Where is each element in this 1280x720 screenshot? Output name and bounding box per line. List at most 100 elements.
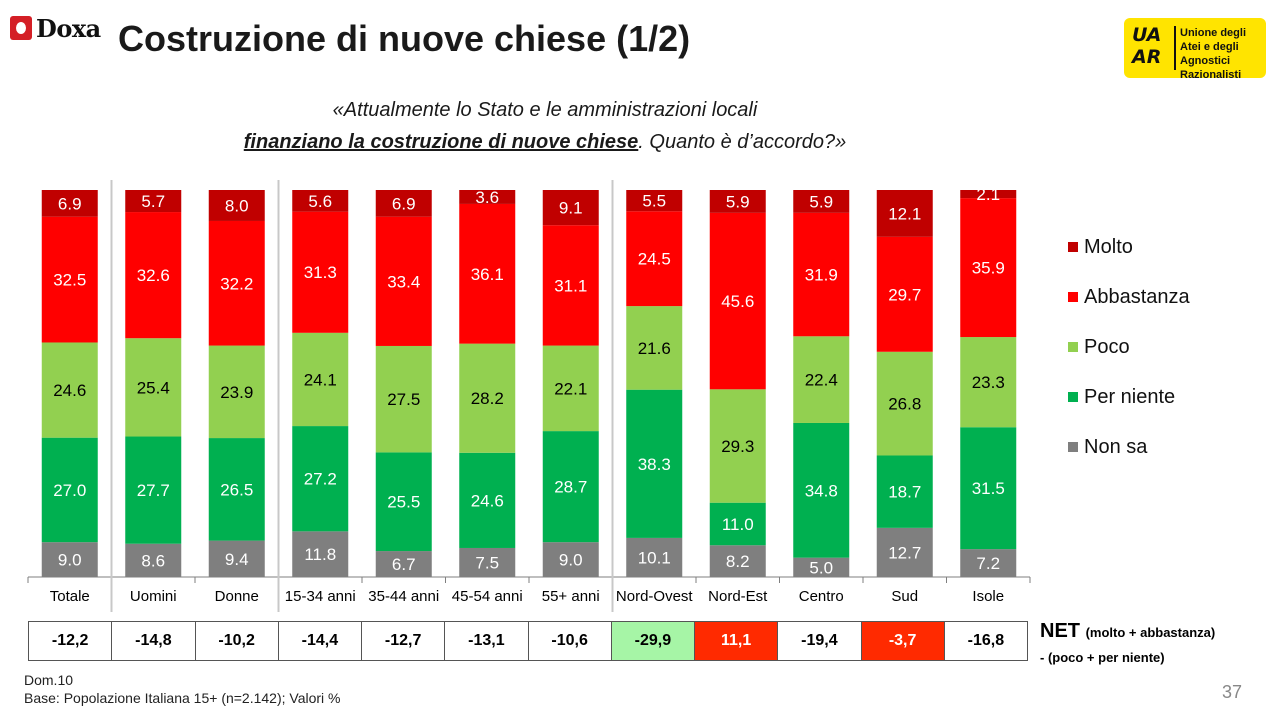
net-cell-nord-ovest: -29,9: [610, 621, 696, 661]
bar-totale-molto: [41, 190, 98, 217]
bar-centro-molto: [793, 190, 850, 213]
legend-item-molto: Molto: [1068, 236, 1133, 259]
bar-55-anni-abbastanza: [542, 225, 599, 346]
category-label-totale: Totale: [50, 588, 90, 605]
bar-nord-ovest-abbastanza: [626, 211, 683, 307]
label-totale-abbastanza: 32.5: [53, 271, 86, 290]
bar-45-54-anni-abbastanza: [459, 203, 516, 344]
label-donne-per-niente: 26.5: [220, 480, 253, 499]
label-45-54-anni-per-niente: 24.6: [471, 491, 504, 510]
label-nord-est-poco: 29.3: [721, 437, 754, 456]
label-55-anni-abbastanza: 31.1: [554, 276, 587, 295]
bar-centro-non-sa: [793, 557, 850, 577]
bar-nord-est-poco: [709, 389, 766, 503]
bar-sud-poco: [876, 351, 933, 456]
label-donne-abbastanza: 32.2: [220, 274, 253, 293]
label-15-34-anni-molto: 5.6: [308, 192, 332, 211]
bar-uomini-poco: [125, 338, 182, 437]
label-55-anni-non-sa: 9.0: [559, 551, 583, 570]
bar-uomini-per-niente: [125, 436, 182, 544]
bar-totale-per-niente: [41, 437, 98, 543]
label-nord-est-non-sa: 8.2: [726, 552, 750, 571]
legend-label-poco: Poco: [1084, 336, 1130, 358]
label-uomini-molto: 5.7: [141, 192, 165, 211]
category-label-15-34-anni: 15-34 anni: [285, 588, 356, 605]
net-label: NET (molto + abbastanza): [1040, 620, 1215, 643]
question-line-2-rest: . Quanto è d’accordo?»: [638, 131, 847, 153]
bar-uomini-non-sa: [125, 543, 182, 577]
bar-15-34-anni-molto: [292, 190, 349, 212]
label-35-44-anni-non-sa: 6.7: [392, 555, 416, 574]
label-uomini-abbastanza: 32.6: [137, 266, 170, 285]
bar-donne-per-niente: [208, 438, 265, 541]
net-table: -12,2 -14,8 -10,2 -14,4 -12,7 -13,1 -10,6 -29,9…: [27, 621, 1029, 661]
legend-swatch-abbastanza: [1068, 292, 1078, 302]
bar-isole-per-niente: [960, 427, 1017, 550]
bar-15-34-anni-per-niente: [292, 426, 349, 532]
bar-35-44-anni-per-niente: [375, 452, 432, 552]
uaar-logo-mark: UA AR: [1132, 24, 1162, 68]
label-isole-non-sa: 7.2: [976, 554, 1000, 573]
label-centro-per-niente: 34.8: [805, 481, 838, 500]
label-15-34-anni-abbastanza: 31.3: [304, 263, 337, 282]
bar-nord-est-per-niente: [709, 502, 766, 546]
legend-swatch-molto: [1068, 242, 1078, 252]
label-15-34-anni-non-sa: 11.8: [304, 545, 336, 564]
label-45-54-anni-poco: 28.2: [471, 389, 504, 408]
label-35-44-anni-per-niente: 25.5: [387, 493, 420, 512]
bar-nord-ovest-poco: [626, 306, 683, 390]
uaar-logo: UA AR Unione degli Atei e degli Agnostic…: [1124, 18, 1266, 81]
bar-35-44-anni-molto: [375, 190, 432, 217]
net-cell-totale: -12,2: [27, 621, 113, 661]
label-totale-per-niente: 27.0: [53, 481, 86, 500]
page-number: 37: [1222, 682, 1243, 702]
category-label-sud: Sud: [891, 588, 918, 605]
category-label-nord-est: Nord-Est: [708, 588, 768, 605]
label-nord-ovest-abbastanza: 24.5: [638, 250, 671, 269]
label-donne-poco: 23.9: [220, 383, 253, 402]
stacked-bar-chart: 9.0 27.0 24.6 32.5 6.9 Totale 8.6 27.7 25.4 32.6 5…: [27, 180, 1031, 612]
bar-55-anni-per-niente: [542, 431, 599, 543]
net-cell-35-44-anni: -12,7: [360, 621, 446, 661]
question-line-1: «Attualmente lo Stato e le amministrazio…: [332, 99, 758, 121]
bar-totale-abbastanza: [41, 216, 98, 343]
legend-item-non-sa: Non sa: [1068, 436, 1147, 459]
legend-item-poco: Poco: [1068, 336, 1130, 359]
label-55-anni-molto: 9.1: [559, 199, 583, 218]
bar-totale-non-sa: [41, 542, 98, 577]
label-sud-molto: 12.1: [888, 204, 921, 223]
survey-question: «Attualmente lo Stato e le amministrazio…: [0, 94, 1090, 158]
bar-nord-ovest-molto: [626, 190, 683, 212]
bar-totale-poco: [41, 342, 98, 438]
category-label-nord-ovest: Nord-Ovest: [616, 588, 694, 605]
label-35-44-anni-poco: 27.5: [387, 390, 420, 409]
label-nord-est-per-niente: 11.0: [722, 515, 754, 534]
doxa-logo-text: Doxa: [36, 14, 101, 43]
label-sud-poco: 26.8: [888, 395, 921, 414]
legend-swatch-per-niente: [1068, 392, 1078, 402]
label-sud-per-niente: 18.7: [888, 483, 921, 502]
legend-item-abbastanza: Abbastanza: [1068, 286, 1190, 309]
category-label-isole: Isole: [972, 588, 1004, 605]
label-15-34-anni-poco: 24.1: [304, 370, 337, 389]
bar-donne-molto: [208, 190, 265, 221]
label-nord-ovest-per-niente: 38.3: [638, 455, 671, 474]
doxa-logo: Doxa: [10, 14, 102, 44]
label-uomini-per-niente: 27.7: [137, 481, 170, 500]
label-sud-non-sa: 12.7: [888, 543, 921, 562]
label-45-54-anni-molto: 3.6: [475, 188, 499, 207]
label-centro-molto: 5.9: [809, 192, 833, 211]
label-35-44-anni-abbastanza: 33.4: [387, 272, 420, 291]
label-nord-ovest-poco: 21.6: [638, 339, 671, 358]
bar-nord-est-non-sa: [709, 545, 766, 577]
net-cell-45-54-anni: -13,1: [444, 621, 529, 661]
legend-label-abbastanza: Abbastanza: [1084, 286, 1190, 308]
bar-45-54-anni-per-niente: [459, 452, 516, 548]
bar-isole-poco: [960, 337, 1017, 428]
page-title: Costruzione di nuove chiese (1/2): [118, 18, 691, 59]
bar-uomini-abbastanza: [125, 212, 182, 339]
net-cell-donne: -10,2: [194, 621, 279, 661]
bar-isole-molto: [960, 190, 1017, 199]
label-45-54-anni-abbastanza: 36.1: [471, 265, 504, 284]
label-totale-non-sa: 9.0: [58, 551, 82, 570]
